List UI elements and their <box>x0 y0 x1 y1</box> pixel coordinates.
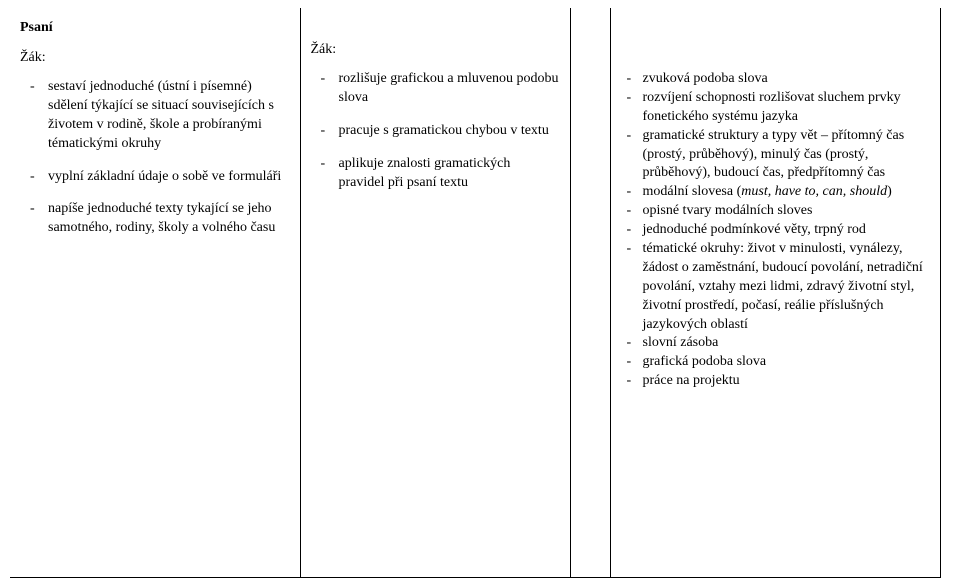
column-1: Psaní Žák: sestaví jednoduché (ústní i p… <box>10 8 300 578</box>
list-item: rozlišuje grafickou a mluvenou podobu sl… <box>311 70 560 108</box>
document-page: Psaní Žák: sestaví jednoduché (ústní i p… <box>0 0 959 586</box>
column-4: zvuková podoba slova rozvíjení schopnost… <box>610 8 941 578</box>
list-item: zvuková podoba slova <box>621 70 931 89</box>
list-item: modální slovesa (must, have to, can, sho… <box>621 183 931 202</box>
list-item: pracuje s gramatickou chybou v textu <box>311 122 560 141</box>
list-item: napíše jednoduché texty tykající se jeho… <box>20 200 290 238</box>
section-title: Psaní <box>20 20 290 36</box>
role-label: Žák: <box>20 50 290 66</box>
col2-list: rozlišuje grafickou a mluvenou podobu sl… <box>311 70 560 192</box>
col1-list: sestaví jednoduché (ústní i písemné) sdě… <box>20 78 290 238</box>
column-2: Žák: rozlišuje grafickou a mluvenou podo… <box>300 8 570 578</box>
list-item: gramatické struktury a typy vět – přítom… <box>621 127 931 184</box>
list-item: grafická podoba slova <box>621 353 931 372</box>
list-item: opisné tvary modálních sloves <box>621 202 931 221</box>
column-3-empty <box>570 8 610 578</box>
list-item: práce na projektu <box>621 372 931 391</box>
italic-text: must, have to, can, should <box>741 184 887 199</box>
list-item: vyplní základní údaje o sobě ve formulář… <box>20 168 290 187</box>
content-table: Psaní Žák: sestaví jednoduché (ústní i p… <box>10 8 941 578</box>
list-item: tématické okruhy: život v minulosti, vyn… <box>621 240 931 334</box>
list-item: sestaví jednoduché (ústní i písemné) sdě… <box>20 78 290 154</box>
list-item: aplikuje znalosti gramatických pravidel … <box>311 155 560 193</box>
list-item: rozvíjení schopnosti rozlišovat sluchem … <box>621 89 931 127</box>
list-item: slovní zásoba <box>621 334 931 353</box>
role-label: Žák: <box>311 42 560 58</box>
list-item: jednoduché podmínkové věty, trpný rod <box>621 221 931 240</box>
col4-list: zvuková podoba slova rozvíjení schopnost… <box>621 70 931 391</box>
